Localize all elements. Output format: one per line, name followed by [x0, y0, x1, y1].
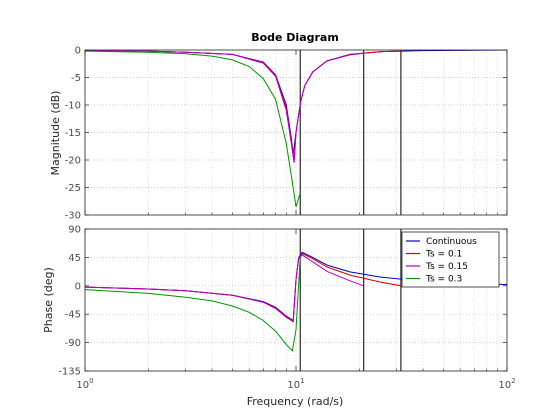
phase-ytick-label: 90: [68, 225, 81, 236]
legend-label-continuous: Continuous: [426, 237, 477, 247]
legend-label-ts-0-1: Ts = 0.1: [425, 250, 462, 260]
legend-label-ts-0-15: Ts = 0.15: [425, 262, 468, 272]
phase-axis-label: Phase (deg): [42, 267, 55, 333]
phase-series-ts-0-15: [85, 254, 364, 323]
phase-ytick-label: 45: [68, 253, 81, 264]
magnitude-frame: [84, 49, 508, 216]
magnitude-ytick-label: -30: [65, 211, 81, 222]
magnitude-series-ts-0-15: [85, 50, 364, 163]
phase-ytick-label: -135: [58, 367, 81, 378]
legend: Continuous Ts = 0.1 Ts = 0.15 Ts = 0.3: [401, 231, 500, 288]
phase-xtick-label: 100: [76, 377, 93, 391]
phase-ytick-label: 0: [75, 281, 81, 292]
magnitude-ytick-label: -20: [65, 156, 81, 167]
magnitude-ytick-label: -25: [65, 183, 81, 194]
magnitude-axis-label: Magnitude (dB): [49, 91, 62, 176]
magnitude-ytick-label: -5: [71, 73, 81, 84]
legend-label-ts-0-3: Ts = 0.3: [425, 275, 462, 285]
frequency-axis-label: Frequency (rad/s): [247, 395, 344, 408]
phase-ytick-label: -90: [65, 338, 81, 349]
phase-xtick-label: 101: [287, 377, 304, 391]
magnitude-axes: 0 -5 -10 -15 -20 -25 -30: [65, 46, 508, 222]
phase-series-ts-0-3: [85, 257, 301, 352]
magnitude-ytick-label: 0: [75, 46, 81, 57]
magnitude-ytick-label: -10: [65, 101, 81, 112]
chart-title: Bode Diagram: [251, 31, 339, 44]
phase-ytick-label: -45: [65, 310, 81, 321]
phase-xtick-label: 102: [498, 377, 515, 391]
magnitude-series-ts-0-3: [85, 50, 301, 207]
magnitude-ytick-label: -15: [65, 128, 81, 139]
phase-frame: [84, 228, 508, 372]
